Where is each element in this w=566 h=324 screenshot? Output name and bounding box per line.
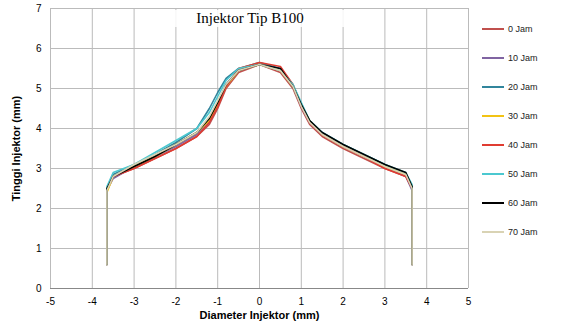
html-text:Injektor Tip B100: Injektor Tip B100 xyxy=(196,10,304,26)
svg-text:4: 4 xyxy=(424,296,430,307)
svg-text:5: 5 xyxy=(466,296,472,307)
svg-text:3: 3 xyxy=(382,296,388,307)
html-text:30 Jam: 30 Jam xyxy=(508,110,538,121)
svg-text:2: 2 xyxy=(36,203,42,214)
svg-text:-2: -2 xyxy=(171,296,180,307)
svg-text:3: 3 xyxy=(36,163,42,174)
html-text:60 Jam: 60 Jam xyxy=(508,197,538,208)
html-text:10 Jam: 10 Jam xyxy=(508,52,538,63)
html-text:0 Jam: 0 Jam xyxy=(508,23,533,34)
svg-text:0: 0 xyxy=(36,283,42,294)
html-text:70 Jam: 70 Jam xyxy=(508,226,538,237)
svg-text:6: 6 xyxy=(36,43,42,54)
svg-text:1: 1 xyxy=(36,243,42,254)
svg-text:5: 5 xyxy=(36,83,42,94)
svg-text:-3: -3 xyxy=(130,296,139,307)
svg-text:0: 0 xyxy=(257,296,263,307)
svg-text:4: 4 xyxy=(36,123,42,134)
html-text:40 Jam: 40 Jam xyxy=(508,139,538,150)
svg-text:7: 7 xyxy=(36,3,42,14)
html-text:50 Jam: 50 Jam xyxy=(508,168,538,179)
svg-text:Tinggi Injektor (mm): Tinggi Injektor (mm) xyxy=(10,95,22,201)
svg-text:Diameter Injektor (mm): Diameter Injektor (mm) xyxy=(200,309,320,321)
svg-text:-4: -4 xyxy=(88,296,97,307)
svg-text:-5: -5 xyxy=(46,296,55,307)
html-text:20 Jam: 20 Jam xyxy=(508,81,538,92)
svg-text:1: 1 xyxy=(299,296,305,307)
svg-text:-1: -1 xyxy=(213,296,222,307)
svg-text:2: 2 xyxy=(340,296,346,307)
